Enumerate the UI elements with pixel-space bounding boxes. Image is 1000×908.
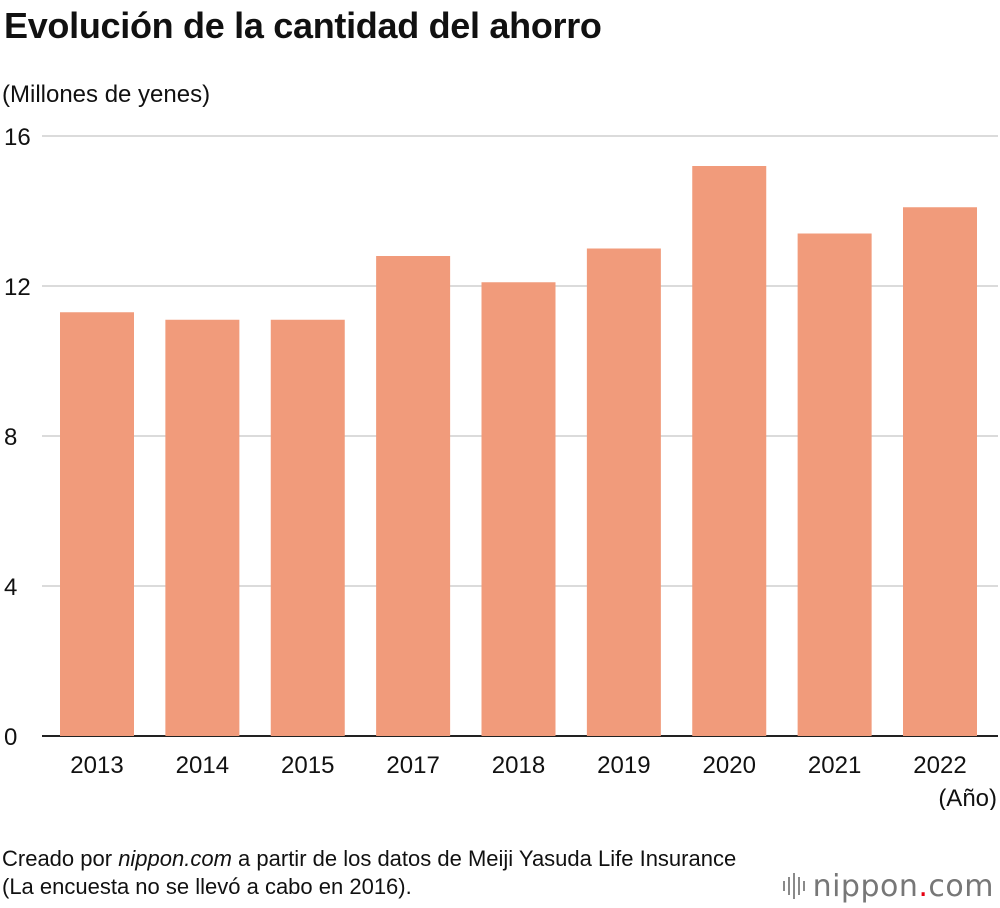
y-tick-label: 0: [4, 724, 17, 751]
footnote-prefix: Creado por: [2, 846, 119, 871]
bars: [60, 166, 977, 736]
axis-labels: 0 4 8 12 16 2013 2014 2015 2017 2018 2019 2020 2021 2…: [4, 124, 997, 810]
x-tick-label: 2017: [386, 752, 439, 779]
logo-dot: .: [918, 868, 929, 904]
footnote-suffix: a partir de los datos de Meiji Yasuda Li…: [2, 846, 737, 899]
y-tick-label: 16: [4, 124, 31, 151]
x-tick-label: 2021: [808, 752, 861, 779]
bar-2017: [376, 256, 451, 736]
logo-name: nippon: [812, 868, 919, 904]
nippon-logo-icon: [782, 873, 805, 899]
x-tick-label: 2015: [281, 752, 334, 779]
bar-chart: 0 4 8 12 16 2013 2014 2015 2017 2018 2019 2020 2021 2…: [4, 124, 998, 810]
x-tick-label: 2022: [913, 752, 966, 779]
nippon-logo: nippon.com: [782, 868, 994, 904]
y-tick-label: 12: [4, 274, 31, 301]
footnote-source-site: nippon.com: [118, 846, 232, 871]
bar-2019: [586, 248, 661, 736]
bar-2022: [903, 207, 977, 736]
bar-2018: [481, 282, 556, 736]
bar-2014: [165, 319, 240, 736]
x-tick-label: 2020: [703, 752, 756, 779]
y-tick-label: 8: [4, 424, 17, 451]
bar-2020: [692, 166, 767, 736]
x-axis-unit-label: (Año): [938, 785, 997, 810]
bar-2021: [797, 233, 872, 736]
y-tick-label: 4: [4, 574, 17, 601]
x-tick-label: 2013: [70, 752, 123, 779]
chart-title: Evolución de la cantidad del ahorro: [4, 5, 602, 46]
x-tick-label: 2019: [597, 752, 650, 779]
bar-2013: [60, 312, 134, 736]
bar-2015: [270, 319, 345, 736]
y-axis-unit-label: (Millones de yenes): [2, 81, 211, 108]
logo-tld: com: [928, 868, 994, 904]
x-tick-label: 2014: [176, 752, 229, 779]
x-tick-label: 2018: [492, 752, 545, 779]
source-footnote: Creado por nippon.com a partir de los da…: [2, 845, 742, 901]
